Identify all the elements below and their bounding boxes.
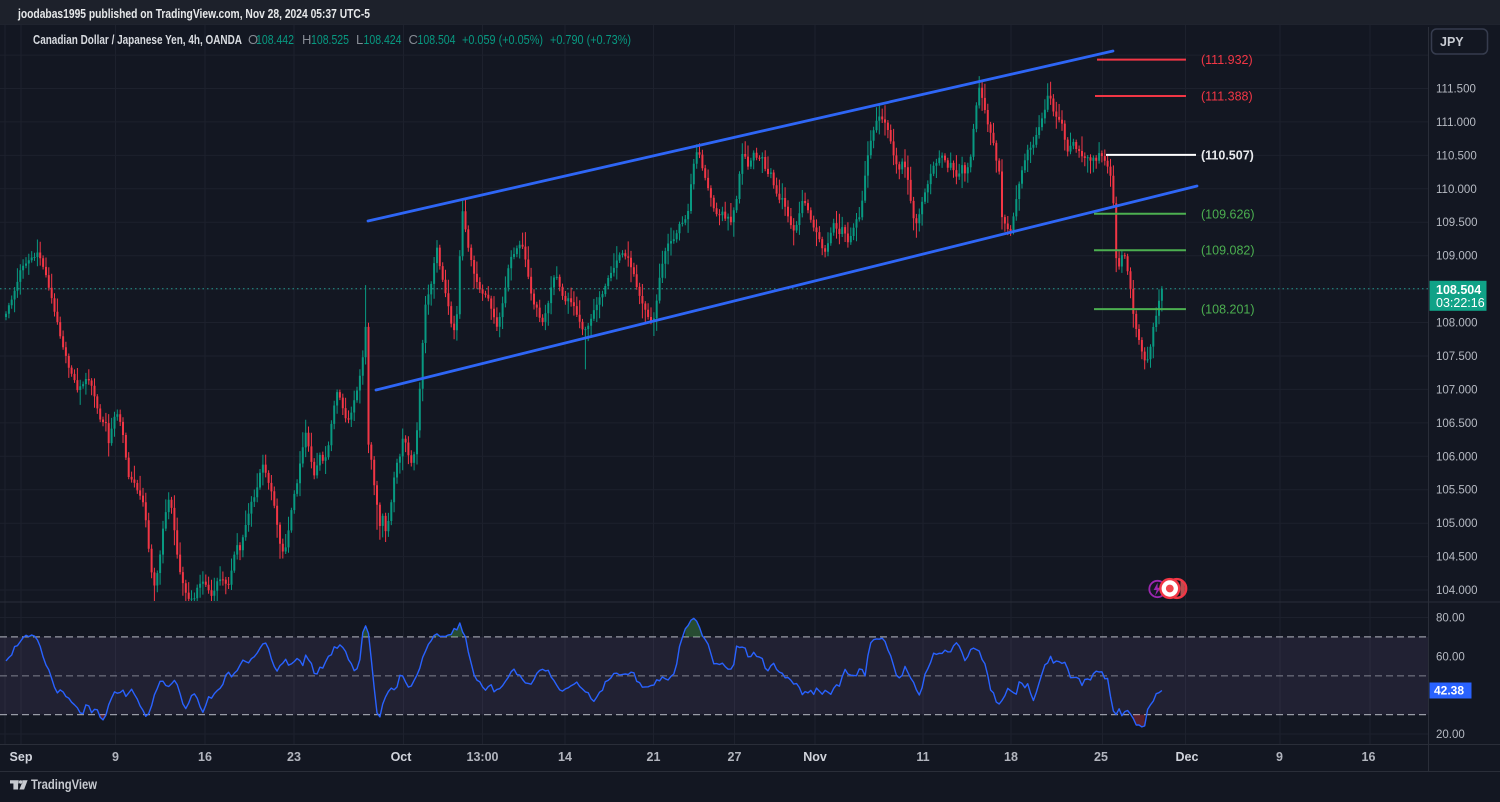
svg-text:(111.932): (111.932) [1201,53,1253,67]
svg-text:(109.082): (109.082) [1201,244,1255,258]
svg-text:JPY: JPY [1440,35,1464,49]
svg-text:27: 27 [728,750,742,764]
svg-text:107.000: 107.000 [1436,384,1478,396]
svg-text:Sep: Sep [10,750,33,764]
svg-text:(108.201): (108.201) [1201,303,1255,317]
svg-text:joodabas1995 published on Trad: joodabas1995 published on TradingView.co… [17,7,370,21]
svg-text:9: 9 [112,750,119,764]
svg-text:(109.626): (109.626) [1201,207,1255,221]
svg-text:108.504: 108.504 [1436,283,1481,297]
svg-text:80.00: 80.00 [1436,613,1465,625]
svg-text:(110.507): (110.507) [1201,148,1254,162]
svg-text:23: 23 [287,750,301,764]
svg-text:104.000: 104.000 [1436,585,1478,597]
svg-text:25: 25 [1094,750,1108,764]
svg-text:105.000: 105.000 [1436,518,1478,530]
svg-text:110.000: 110.000 [1436,184,1477,196]
svg-text:106.000: 106.000 [1436,451,1478,463]
svg-text:109.500: 109.500 [1436,217,1478,229]
svg-text:TradingView: TradingView [31,777,97,792]
svg-text:Nov: Nov [803,750,827,764]
svg-text:16: 16 [1362,750,1376,764]
svg-text:03:22:16: 03:22:16 [1436,296,1485,310]
svg-text:60.00: 60.00 [1436,651,1465,663]
svg-text:(111.388): (111.388) [1201,90,1253,104]
svg-text:107.500: 107.500 [1436,351,1478,363]
svg-text:11: 11 [916,750,929,764]
svg-text:42.38: 42.38 [1434,684,1464,698]
svg-text:Oct: Oct [391,750,413,764]
svg-text:111.000: 111.000 [1436,117,1476,129]
svg-text:13:00: 13:00 [467,750,499,764]
svg-text:16: 16 [198,750,212,764]
svg-text:109.000: 109.000 [1436,251,1478,263]
svg-text:18: 18 [1004,750,1018,764]
svg-text:9: 9 [1276,750,1283,764]
svg-text:14: 14 [558,750,572,764]
svg-text:110.500: 110.500 [1436,150,1477,162]
svg-text:Canadian Dollar / Japanese Yen: Canadian Dollar / Japanese Yen, 4h, OAND… [33,32,631,47]
svg-text:104.500: 104.500 [1436,552,1478,564]
svg-text:106.500: 106.500 [1436,418,1478,430]
svg-text:105.500: 105.500 [1436,485,1478,497]
svg-text:108.000: 108.000 [1436,318,1478,330]
svg-text:Dec: Dec [1176,750,1199,764]
svg-text:21: 21 [647,750,661,764]
svg-text:20.00: 20.00 [1436,729,1465,741]
svg-text:111.500: 111.500 [1436,84,1476,96]
